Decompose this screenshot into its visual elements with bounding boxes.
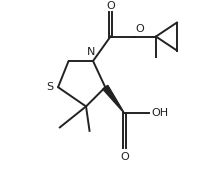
Text: O: O: [120, 152, 129, 162]
Text: OH: OH: [152, 108, 169, 118]
Polygon shape: [103, 85, 124, 113]
Text: O: O: [106, 1, 115, 11]
Text: N: N: [87, 47, 95, 57]
Text: O: O: [136, 24, 145, 34]
Text: S: S: [47, 82, 54, 92]
